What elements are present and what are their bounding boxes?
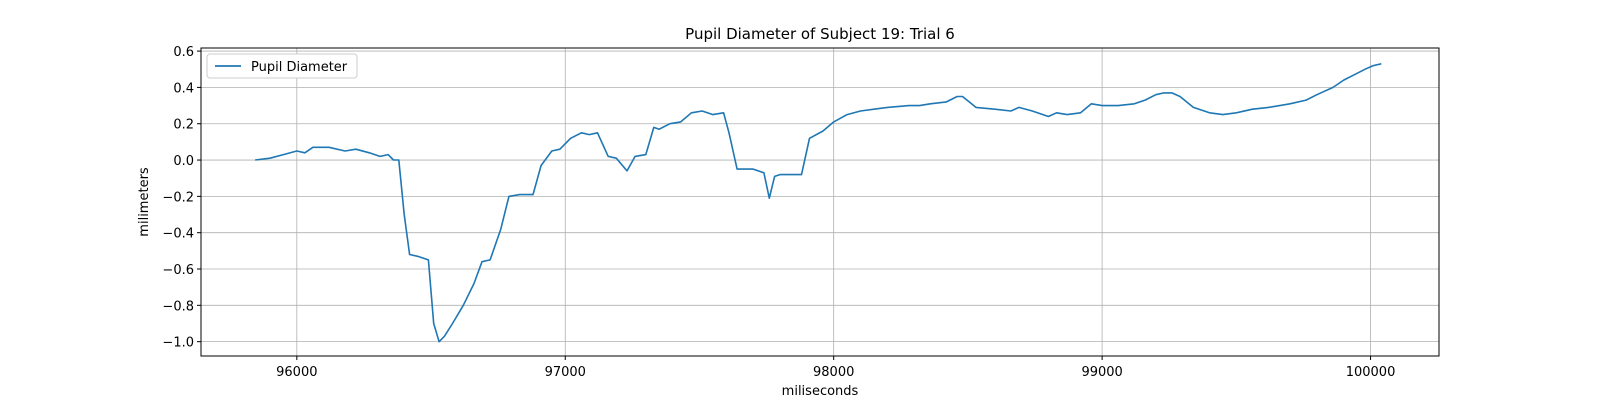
x-axis-label: miliseconds <box>782 384 859 399</box>
y-tick-label: −1.0 <box>162 336 194 351</box>
y-tick-label: 0.6 <box>173 45 194 60</box>
plot-frame <box>200 47 1440 357</box>
legend-box <box>206 53 358 79</box>
y-tick-label: −0.8 <box>162 299 194 314</box>
x-tick-label: 97000 <box>545 365 586 380</box>
data-line <box>255 63 1382 343</box>
x-tick-label: 96000 <box>276 365 317 380</box>
y-tick-label: −0.2 <box>162 190 194 205</box>
y-tick-label: 0.2 <box>173 118 194 133</box>
x-tick-label: 100000 <box>1346 365 1396 380</box>
chart-title: Pupil Diameter of Subject 19: Trial 6 <box>685 25 955 43</box>
y-tick-label: 0.4 <box>173 81 194 96</box>
x-tick-label: 98000 <box>813 365 854 380</box>
y-axis-label: milimeters <box>137 167 152 237</box>
y-tick-label: −0.6 <box>162 263 194 278</box>
x-tick-label: 99000 <box>1081 365 1122 380</box>
y-tick-label: −0.4 <box>162 227 194 242</box>
legend-label: Pupil Diameter <box>251 60 348 75</box>
y-tick-label: 0.0 <box>173 154 194 169</box>
